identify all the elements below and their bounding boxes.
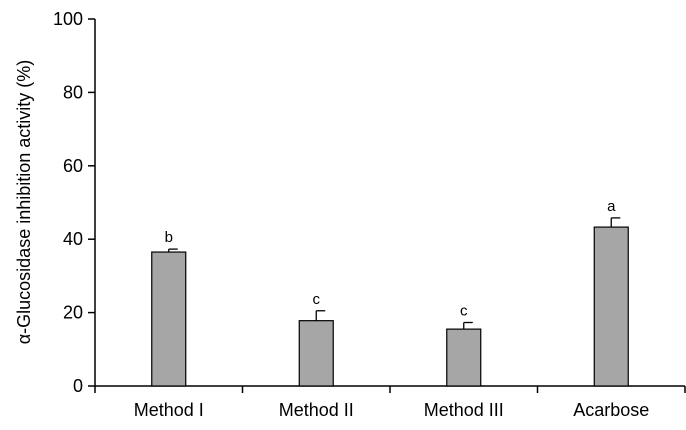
y-axis-title: α-Glucosidase inhibition activity (%) [14,60,34,345]
y-tick-label: 100 [53,9,83,29]
y-tick-label: 40 [63,229,83,249]
x-tick-label: Acarbose [573,400,649,420]
bar [446,328,482,387]
significance-label: c [313,291,321,308]
x-tick-label: Method I [134,400,204,420]
bar [298,320,334,387]
y-tick-label: 0 [73,376,83,396]
significance-label: b [165,229,173,246]
y-tick-label: 80 [63,82,83,102]
bars [151,217,629,387]
y-tick-label: 20 [63,303,83,323]
bar [593,226,629,387]
bar [151,251,187,387]
y-tick-label: 60 [63,156,83,176]
y-axis: 0 20 40 60 80 100 [53,9,96,396]
x-axis [94,385,686,393]
x-tick-label: Method II [279,400,354,420]
x-tick-label: Method III [424,400,504,420]
significance-label: c [460,303,468,320]
significance-label: a [607,198,616,215]
labels: b Method I c Method II c Method III a Acarbose [134,198,650,420]
